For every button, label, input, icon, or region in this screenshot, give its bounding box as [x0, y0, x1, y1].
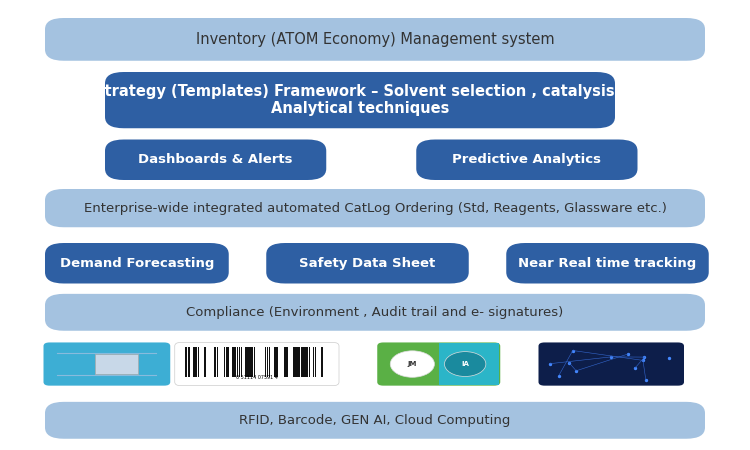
Text: 0 51114 07591 4: 0 51114 07591 4: [236, 375, 278, 380]
Text: Compliance (Environment , Audit trail and e- signatures): Compliance (Environment , Audit trail an…: [186, 306, 564, 319]
Bar: [439, 343, 499, 385]
Point: [638, 354, 650, 361]
FancyBboxPatch shape: [105, 72, 615, 128]
Text: Inventory (ATOM Economy) Management system: Inventory (ATOM Economy) Management syst…: [196, 32, 554, 47]
Bar: [296, 347, 300, 377]
Text: Enterprise-wide integrated automated CatLog Ordering (Std, Reagents, Glassware e: Enterprise-wide integrated automated Cat…: [83, 202, 667, 215]
Bar: [293, 347, 296, 377]
Point: [637, 357, 649, 364]
Point: [629, 364, 641, 372]
Bar: [237, 347, 238, 377]
Bar: [305, 347, 308, 377]
Bar: [301, 347, 302, 377]
Bar: [245, 347, 249, 377]
Bar: [275, 347, 278, 377]
FancyBboxPatch shape: [377, 342, 500, 386]
Text: Dashboards & Alerts: Dashboards & Alerts: [138, 153, 292, 166]
Point: [553, 372, 565, 379]
Bar: [193, 347, 194, 377]
Circle shape: [390, 351, 434, 377]
Point: [605, 353, 617, 360]
Bar: [226, 347, 229, 377]
Point: [663, 355, 675, 362]
Bar: [268, 347, 270, 377]
Text: JM: JM: [408, 361, 417, 367]
Text: Strategy (Templates) Framework – Solvent selection , catalysis ,
Analytical tech: Strategy (Templates) Framework – Solvent…: [94, 84, 626, 116]
FancyBboxPatch shape: [506, 243, 709, 284]
Bar: [265, 347, 266, 377]
Point: [544, 360, 556, 367]
FancyBboxPatch shape: [44, 342, 170, 386]
Bar: [204, 347, 206, 377]
Bar: [224, 347, 225, 377]
Bar: [241, 347, 242, 377]
Bar: [314, 347, 316, 377]
Point: [567, 347, 579, 354]
Bar: [188, 347, 190, 377]
FancyBboxPatch shape: [45, 402, 705, 439]
Bar: [197, 347, 199, 377]
Text: Demand Forecasting: Demand Forecasting: [60, 257, 214, 270]
Bar: [232, 347, 235, 377]
FancyBboxPatch shape: [416, 140, 638, 180]
Bar: [250, 347, 253, 377]
Text: Near Real time tracking: Near Real time tracking: [518, 257, 697, 270]
Text: Safety Data Sheet: Safety Data Sheet: [299, 257, 436, 270]
Bar: [238, 347, 240, 377]
Bar: [309, 347, 310, 377]
Bar: [313, 347, 314, 377]
Bar: [254, 347, 255, 377]
FancyBboxPatch shape: [45, 189, 705, 227]
Bar: [321, 347, 322, 377]
Bar: [194, 347, 197, 377]
Bar: [214, 347, 216, 377]
FancyBboxPatch shape: [538, 342, 684, 386]
Point: [622, 350, 634, 357]
Point: [640, 377, 652, 384]
Bar: [267, 347, 268, 377]
Bar: [94, 354, 138, 374]
FancyBboxPatch shape: [266, 243, 469, 284]
FancyBboxPatch shape: [45, 243, 229, 284]
Text: RFID, Barcode, GEN AI, Cloud Computing: RFID, Barcode, GEN AI, Cloud Computing: [239, 414, 511, 427]
Point: [570, 367, 582, 374]
FancyBboxPatch shape: [175, 342, 339, 386]
Text: Predictive Analytics: Predictive Analytics: [452, 153, 602, 166]
Circle shape: [445, 351, 486, 377]
FancyBboxPatch shape: [45, 294, 705, 331]
Bar: [284, 347, 288, 377]
Bar: [185, 347, 187, 377]
FancyBboxPatch shape: [45, 18, 705, 61]
FancyBboxPatch shape: [105, 140, 326, 180]
Bar: [302, 347, 304, 377]
Point: [563, 359, 575, 366]
Text: IA: IA: [461, 361, 469, 367]
